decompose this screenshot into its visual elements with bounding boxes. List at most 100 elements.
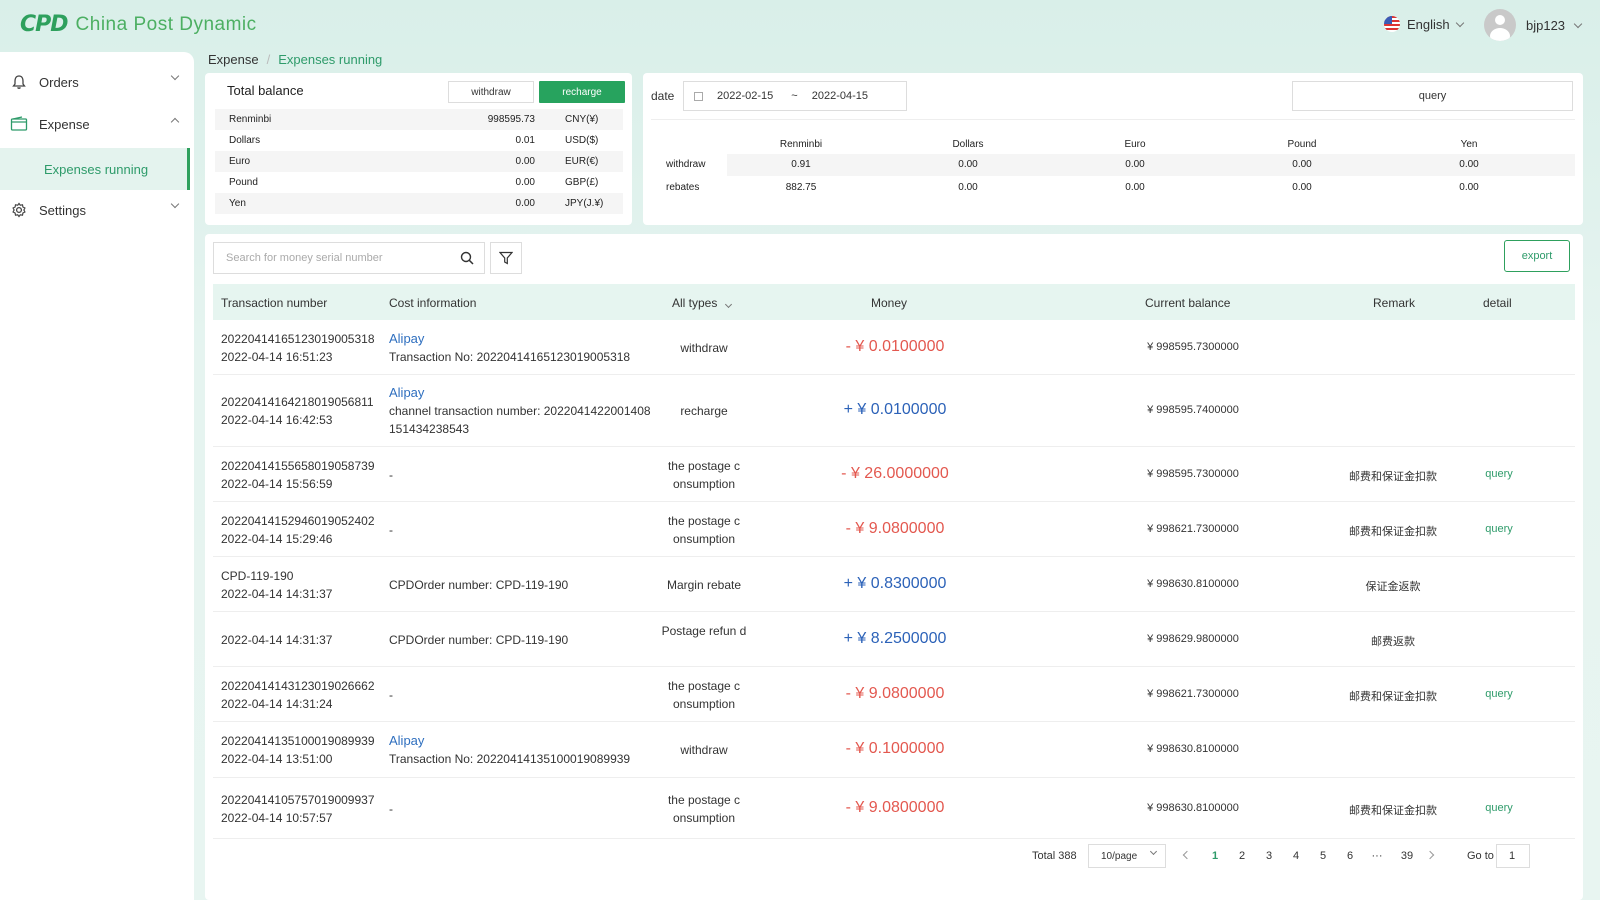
transaction-cell: 20220414164218019056811 2022-04-14 16:42:… (221, 393, 374, 429)
type-cell: the postage c onsumption (667, 792, 741, 825)
language-selector[interactable]: English (1384, 16, 1464, 32)
sidebar-item-expense[interactable]: Expense (0, 104, 194, 144)
page-number[interactable]: ··· (1371, 850, 1383, 862)
transaction-cell: 20220414152946019052402 2022-04-14 15:29:… (221, 512, 375, 548)
cost-info-cell: CPDOrder number: CPD-119-190 (389, 631, 659, 649)
filter-icon (499, 251, 513, 265)
cost-info-cell: - (389, 521, 659, 539)
remark: 邮费和保证金扣款 (1349, 804, 1437, 817)
type-cell: the postage c onsumption (667, 678, 741, 711)
transaction-cell: 20220414155658019058739 2022-04-14 15:56:… (221, 457, 375, 493)
page-number[interactable]: 2 (1238, 850, 1246, 862)
transaction-time: 2022-04-14 16:51:23 (221, 349, 333, 364)
current-balance: ¥ 998629.9800000 (1147, 632, 1239, 645)
search-placeholder: Search for money serial number (226, 252, 383, 264)
sidebar-item-settings[interactable]: Settings (0, 190, 194, 230)
export-button[interactable]: export (1504, 240, 1570, 272)
money-amount: + ¥ 0.8300000 (843, 574, 947, 592)
detail-query-link[interactable]: query (1485, 687, 1513, 700)
summary-cell: 0.00 (1125, 159, 1145, 170)
cost-info: - (389, 467, 393, 482)
logo[interactable]: CPD China Post Dynamic (20, 12, 257, 37)
date-range-picker[interactable]: 2022-02-15 ~ 2022-04-15 (683, 81, 907, 111)
current-balance: ¥ 998630.8100000 (1147, 743, 1239, 755)
summary-row-label: rebates (666, 182, 700, 193)
detail-query-link[interactable]: query (1485, 522, 1513, 535)
table-row: 20220414155658019058739 2022-04-14 15:56:… (213, 447, 1575, 502)
th-money: Money (871, 296, 908, 310)
page-number[interactable]: 3 (1265, 850, 1273, 862)
transaction-time: 2022-04-14 15:56:59 (221, 476, 333, 491)
next-page-icon[interactable] (1425, 850, 1435, 860)
currency-code: CNY(¥) (565, 114, 599, 125)
gear-icon (10, 201, 28, 219)
table-row: 20220414105757019009937 2022-04-14 10:57:… (213, 778, 1575, 839)
transaction-time: 2022-04-14 14:31:37 (221, 586, 333, 601)
sidebar-item-orders[interactable]: Orders (0, 62, 194, 102)
page-number[interactable]: 39 (1400, 850, 1414, 862)
currency-value: 0.00 (515, 156, 535, 167)
balance-row: Dollars 0.01 USD($) (215, 130, 623, 151)
pagination: Total 388 10/page 1 2 3 4 5 6 ··· 39 Go to 1 (205, 844, 1583, 870)
table-row: 20220414164218019056811 2022-04-14 16:42:… (213, 375, 1575, 447)
page-number[interactable]: 1 (1211, 850, 1219, 862)
type-cell: recharge (680, 404, 728, 418)
balance-title: Total balance (227, 83, 304, 98)
payment-provider-link[interactable]: Alipay (389, 330, 425, 346)
breadcrumb-separator: / (266, 52, 271, 67)
payment-provider-link[interactable]: Alipay (389, 733, 425, 748)
page-number[interactable]: 6 (1346, 850, 1354, 862)
currency-name: Pound (229, 177, 258, 188)
summary-cell: 0.00 (958, 159, 978, 170)
query-button[interactable]: query (1292, 81, 1573, 111)
current-balance: ¥ 998595.7400000 (1147, 404, 1239, 416)
chevron-up-icon (170, 117, 180, 127)
prev-page-icon[interactable] (1182, 850, 1192, 860)
balance-row: Yen 0.00 JPY(J.¥) (215, 193, 623, 214)
sidebar-subitem-expenses-running[interactable]: Expenses running (0, 148, 190, 190)
search-input[interactable]: Search for money serial number (213, 242, 485, 274)
th-transaction-number: Transaction number (221, 296, 328, 310)
remark: 邮费和保证金扣款 (1349, 690, 1437, 703)
page-number[interactable]: 4 (1292, 850, 1300, 862)
search-icon[interactable] (460, 251, 474, 265)
currency-code: JPY(J.¥) (565, 198, 604, 209)
detail-query-link[interactable]: query (1485, 467, 1513, 480)
table-row: 20220414152946019052402 2022-04-14 15:29:… (213, 502, 1575, 557)
type-filter-dropdown[interactable]: All types (672, 296, 732, 310)
sidebar-item-label: Settings (39, 202, 86, 218)
remark: 保证金返款 (1365, 580, 1421, 593)
filter-button[interactable] (490, 242, 522, 274)
goto-page-input[interactable]: 1 (1496, 844, 1530, 868)
chevron-down-icon (724, 300, 732, 309)
recharge-button[interactable]: recharge (539, 81, 625, 103)
cost-info-cell: Alipay Transaction No: 202204141351000190… (389, 732, 659, 768)
cost-info-cell: - (389, 800, 659, 818)
cost-info: - (389, 522, 393, 537)
balance-row: Euro 0.00 EUR(€) (215, 151, 623, 172)
summary-cell: 0.00 (1292, 182, 1312, 193)
user-menu[interactable]: bjp123 (1484, 9, 1583, 41)
page-size-value: 10/page (1101, 850, 1138, 862)
transaction-number: 20220414165123019005318 (221, 331, 375, 346)
page-number[interactable]: 5 (1319, 850, 1327, 862)
page-size-select[interactable]: 10/page (1088, 844, 1166, 868)
summary-cell: 0.00 (1125, 182, 1145, 193)
breadcrumb-parent[interactable]: Expense (208, 52, 259, 67)
date-filter-card: date 2022-02-15 ~ 2022-04-15 query Renmi… (643, 73, 1583, 225)
detail-query-link[interactable]: query (1485, 801, 1513, 814)
currency-code: GBP(£) (565, 177, 599, 188)
transaction-cell: 20220414105757019009937 2022-04-14 10:57:… (221, 791, 375, 827)
withdraw-button[interactable]: withdraw (448, 81, 534, 103)
transaction-cell: 20220414135100019089939 2022-04-14 13:51:… (221, 732, 375, 768)
transaction-number: 20220414105757019009937 (221, 792, 375, 807)
summary-cell: 0.00 (1292, 159, 1312, 170)
transaction-cell: CPD-119-190 2022-04-14 14:31:37 (221, 567, 332, 603)
chevron-down-icon (1455, 18, 1464, 27)
remark: 邮费和保证金扣款 (1349, 470, 1437, 483)
payment-provider-link[interactable]: Alipay (389, 385, 425, 400)
table-row: CPD-119-190 2022-04-14 14:31:37 CPDOrder n… (213, 557, 1575, 612)
current-balance: ¥ 998595.7300000 (1147, 467, 1239, 480)
remark: 邮费返款 (1371, 635, 1415, 648)
transaction-number: 20220414143123019026662 (221, 678, 375, 693)
